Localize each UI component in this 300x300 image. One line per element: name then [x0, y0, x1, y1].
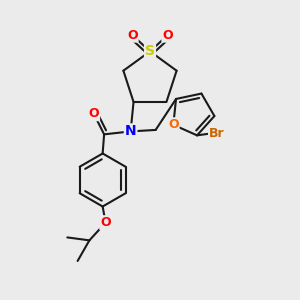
Text: O: O — [100, 216, 111, 229]
Text: O: O — [127, 29, 138, 42]
Text: O: O — [88, 107, 99, 120]
Text: N: N — [125, 124, 136, 138]
Text: S: S — [145, 44, 155, 58]
Text: Br: Br — [209, 128, 225, 140]
Text: O: O — [168, 118, 178, 131]
Text: O: O — [162, 29, 173, 42]
